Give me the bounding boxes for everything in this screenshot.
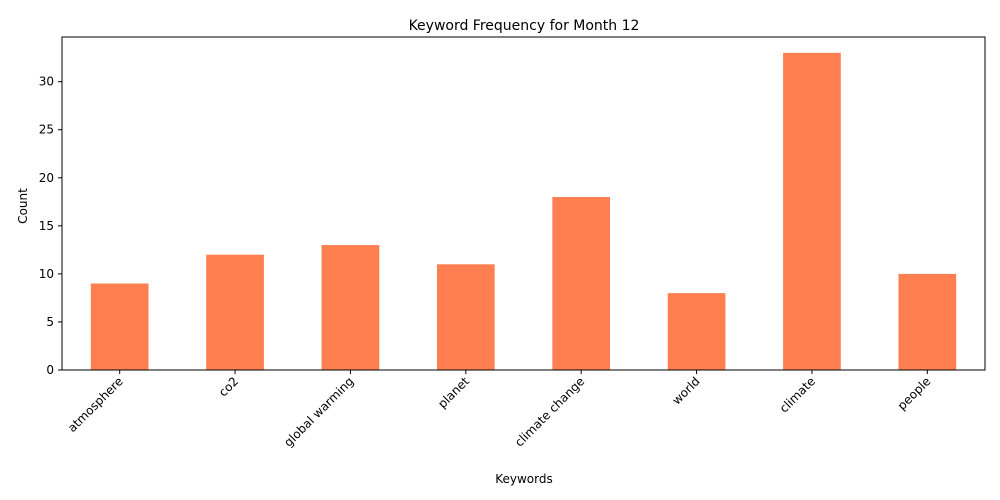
x-tick-label: planet: [435, 374, 472, 411]
bar-climate: [783, 52, 841, 370]
bar-world: [667, 293, 726, 370]
bar-people: [898, 273, 957, 370]
y-tick-label: 20: [39, 171, 54, 185]
x-tick-label: people: [895, 374, 934, 413]
plot-frame: [61, 36, 986, 371]
bar-global-warming: [321, 245, 380, 370]
bar-atmosphere: [90, 283, 149, 370]
y-tick-label: 5: [46, 315, 54, 329]
x-tick-label: global warming: [281, 374, 356, 449]
x-tick-label: world: [669, 374, 702, 407]
y-tick-label: 30: [39, 75, 54, 89]
chart-title: Keyword Frequency for Month 12: [409, 18, 640, 34]
x-tick-label: climate change: [512, 374, 587, 449]
y-tick-label: 25: [39, 123, 54, 137]
x-axis: atmosphere co2 global warming planet climate…: [65, 370, 933, 450]
x-tick-label: co2: [216, 374, 241, 399]
y-axis: 0 5 10 15 20 25 30: [39, 75, 62, 377]
y-tick-label: 15: [39, 219, 54, 233]
x-axis-label: Keywords: [495, 472, 553, 486]
y-tick-label: 10: [39, 267, 54, 281]
y-axis-label: Count: [16, 188, 30, 224]
x-tick-label: climate: [777, 374, 818, 415]
bar-co2: [206, 254, 264, 370]
bars-group: [90, 52, 957, 370]
bar-planet: [436, 264, 495, 370]
bar-climate-change: [552, 197, 611, 370]
x-tick-label: atmosphere: [65, 374, 126, 435]
y-tick-label: 0: [46, 363, 54, 377]
